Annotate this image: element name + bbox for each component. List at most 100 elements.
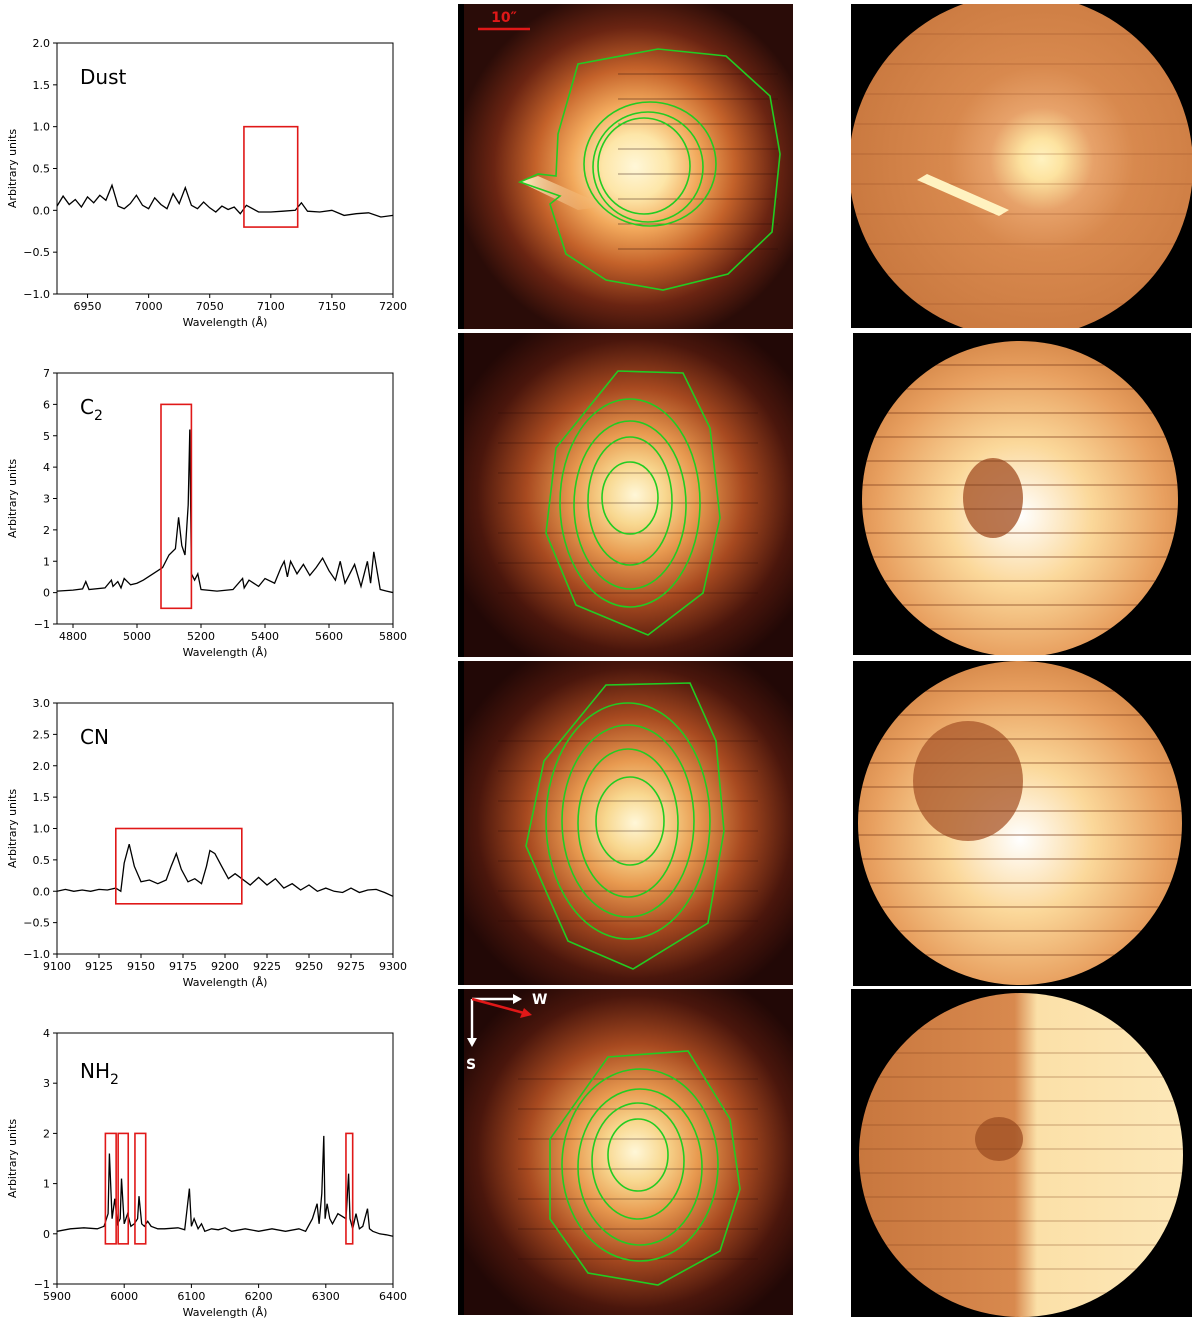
y-tick-label: 2.5 xyxy=(33,728,51,741)
enhanced-image-c2 xyxy=(853,333,1191,655)
x-tick-label: 9150 xyxy=(127,960,155,973)
spectrum-panel-dust: 6950 7000 7050 7100 7150 7200 −1.0 −0.5 0.0 0.5 1.… xyxy=(0,0,440,330)
y-tick-label: 1.5 xyxy=(33,791,51,804)
enhanced-image-cn xyxy=(853,661,1191,986)
x-tick-label: 5800 xyxy=(379,630,407,643)
field-disc xyxy=(858,661,1182,985)
compass: W S xyxy=(466,992,547,1073)
x-tick-label: 9200 xyxy=(211,960,239,973)
brightness-contours xyxy=(545,370,721,636)
enhanced-image-c2-svg xyxy=(853,333,1191,655)
y-tick-label: 2 xyxy=(43,524,50,537)
y-tick-label: −1.0 xyxy=(23,948,50,961)
x-axis-label: Wavelength (Å) xyxy=(183,976,268,989)
x-axis-label: Wavelength (Å) xyxy=(183,1306,268,1319)
highlight-window xyxy=(243,125,299,228)
contour-3 xyxy=(592,111,704,223)
spectrum-line xyxy=(57,429,393,594)
compass-south-label: S xyxy=(466,1057,476,1073)
highlight-window xyxy=(104,1132,117,1245)
coma-glow xyxy=(464,989,793,1315)
highlight-window xyxy=(160,403,193,610)
y-tick-label: 1 xyxy=(43,1178,50,1191)
x-tick-label: 6200 xyxy=(245,1290,273,1303)
intensity-map-cn-svg xyxy=(458,661,793,985)
y-tick-label: 2.0 xyxy=(33,37,51,50)
intensity-map-dust-svg: 10″ xyxy=(458,4,793,329)
spectrum-panel-cn: 9100 9125 9150 9175 9200 9225 9250 9275 9300 −1.0… xyxy=(0,660,440,990)
y-axis-label: Arbitrary units xyxy=(6,459,19,539)
enhanced-image-dust xyxy=(851,4,1192,328)
coma-glow xyxy=(464,333,793,657)
spectrum-chart-c2: 4800 5000 5200 5400 5600 5800 −1 0 1 2 3 4 5 6 7 Wavele… xyxy=(6,367,407,659)
x-tick-label: 9225 xyxy=(253,960,281,973)
y-tick-label: 4 xyxy=(43,1027,50,1040)
highlight-window xyxy=(134,1132,147,1245)
x-tick-label: 6400 xyxy=(379,1290,407,1303)
spectrum-chart-dust: 6950 7000 7050 7100 7150 7200 −1.0 −0.5 0.0 0.5 1.… xyxy=(6,37,407,329)
x-tick-label: 9300 xyxy=(379,960,407,973)
y-tick-label: 0 xyxy=(43,587,50,600)
y-tick-label: −0.5 xyxy=(23,917,50,930)
intensity-map-c2-svg xyxy=(458,333,793,657)
y-tick-label: 1.0 xyxy=(33,823,51,836)
species-label: CN xyxy=(80,725,109,749)
contour-outer xyxy=(525,682,725,970)
coma-glow xyxy=(464,4,793,329)
brightness-contours xyxy=(525,682,725,970)
y-tick-label: −0.5 xyxy=(23,246,50,259)
y-tick-label: 1 xyxy=(43,555,50,568)
y-tick-label: 5 xyxy=(43,430,50,443)
x-tick-label: 5400 xyxy=(251,630,279,643)
spectrum-line xyxy=(57,1135,393,1237)
x-tick-label: 9175 xyxy=(169,960,197,973)
spectrum-chart-nh2: 5900 6000 6100 6200 6300 6400 −1 0 1 2 3 4 Wavelengt… xyxy=(6,1027,407,1319)
y-tick-label: 3 xyxy=(43,493,50,506)
species-label: Dust xyxy=(80,65,126,89)
y-tick-label: 2 xyxy=(43,1127,50,1140)
detector-stripes xyxy=(618,73,778,250)
enhanced-image-nh2-svg xyxy=(851,989,1192,1317)
y-tick-label: 0 xyxy=(43,1228,50,1241)
enhanced-image-nh2 xyxy=(851,989,1192,1317)
x-tick-label: 9125 xyxy=(85,960,113,973)
x-tick-label: 9275 xyxy=(337,960,365,973)
x-tick-label: 7200 xyxy=(379,300,407,313)
contour-4 xyxy=(597,117,691,215)
intensity-map-cn xyxy=(458,661,793,985)
contour-2 xyxy=(583,101,717,227)
x-tick-label: 5000 xyxy=(123,630,151,643)
scale-bar-label: 10″ xyxy=(491,10,517,26)
compass-west-label: W xyxy=(532,992,547,1008)
coma-glow xyxy=(464,661,793,985)
plot-frame xyxy=(56,372,394,625)
contour-outer xyxy=(545,370,721,636)
y-tick-label: 6 xyxy=(43,398,50,411)
highlight-window xyxy=(115,827,243,905)
y-tick-label: 7 xyxy=(43,367,50,380)
x-tick-label: 6300 xyxy=(312,1290,340,1303)
highlight-window xyxy=(345,1132,354,1245)
x-tick-label: 5900 xyxy=(43,1290,71,1303)
spectrum-chart-cn: 9100 9125 9150 9175 9200 9225 9250 9275 9300 −1.0… xyxy=(6,697,407,989)
y-axis-label: Arbitrary units xyxy=(6,129,19,209)
x-tick-label: 7150 xyxy=(318,300,346,313)
x-tick-label: 4800 xyxy=(59,630,87,643)
y-tick-label: 3 xyxy=(43,1077,50,1090)
spectrum-panel-nh2: 5900 6000 6100 6200 6300 6400 −1 0 1 2 3 4 Wavelengt… xyxy=(0,990,440,1320)
intensity-map-dust: 10″ xyxy=(458,4,793,329)
x-tick-label: 6100 xyxy=(177,1290,205,1303)
sun-direction-arrow xyxy=(471,997,525,1015)
spectrum-line xyxy=(57,844,393,897)
x-axis-label: Wavelength (Å) xyxy=(183,316,268,329)
y-tick-label: 0.5 xyxy=(33,854,51,867)
y-tick-label: 1.0 xyxy=(33,121,51,134)
x-tick-label: 6000 xyxy=(110,1290,138,1303)
species-label: C2 xyxy=(80,395,103,424)
plot-frame xyxy=(56,1032,394,1285)
field-disc xyxy=(859,993,1183,1317)
highlight-window xyxy=(117,1132,130,1245)
x-tick-label: 7000 xyxy=(135,300,163,313)
x-tick-label: 9250 xyxy=(295,960,323,973)
intensity-map-c2 xyxy=(458,333,793,657)
